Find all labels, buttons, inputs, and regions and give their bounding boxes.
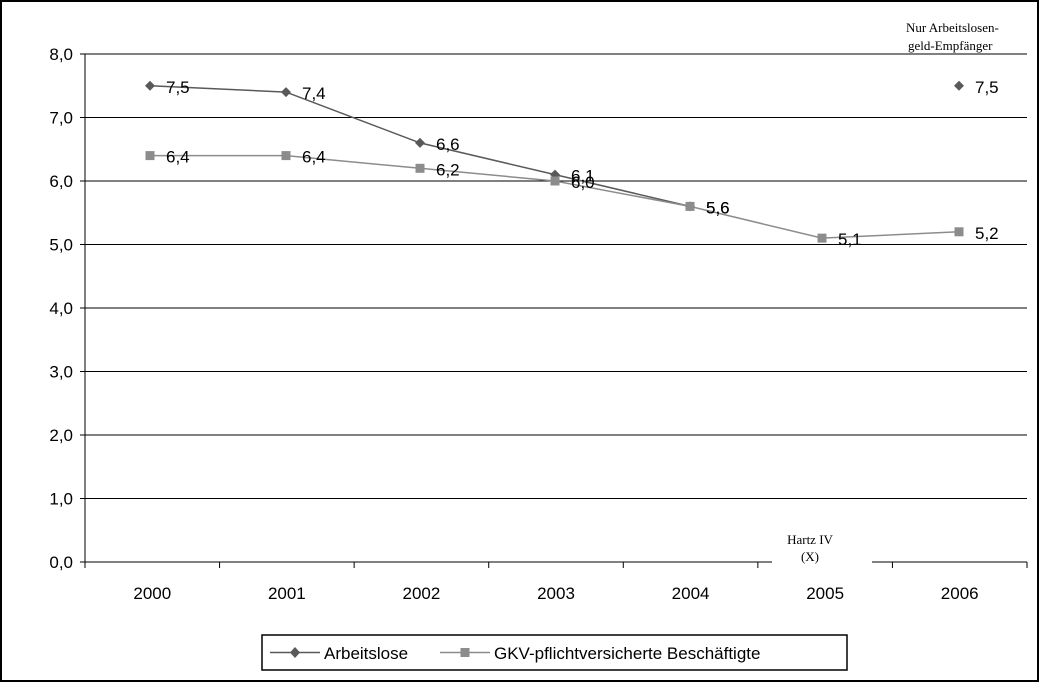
legend-label-arbeitslose: Arbeitslose (324, 644, 408, 663)
legend-marker-square (460, 648, 470, 657)
data-point-square (415, 163, 425, 173)
y-tick-label: 7,0 (49, 109, 73, 128)
x-tick-label: 2000 (133, 584, 171, 603)
data-point-diamond (954, 80, 964, 91)
x-tick-label: 2003 (537, 584, 575, 603)
y-tick-label: 8,0 (49, 45, 73, 64)
legend-item-arbeitslose: Arbeitslose (270, 644, 408, 663)
data-point-diamond (145, 80, 155, 91)
legend-label-gkv: GKV-pflichtversicherte Beschäftigte (494, 644, 760, 663)
legend-marker-diamond (290, 647, 300, 658)
x-tick-label: 2006 (941, 584, 979, 603)
top-right-note-line1: Nur Arbeitslosen- (906, 20, 999, 35)
y-tick-label: 5,0 (49, 236, 73, 255)
gridlines (85, 53, 1027, 499)
x-tick-label: 2001 (268, 584, 306, 603)
data-point-diamond (281, 87, 291, 98)
legend: Arbeitslose GKV-pflichtversicherte Besch… (261, 634, 848, 671)
x-tick-label: 2002 (403, 584, 441, 603)
data-point-square (817, 233, 827, 243)
data-label: 6,4 (302, 148, 326, 167)
data-label: 6,0 (571, 173, 595, 192)
y-tick-label: 4,0 (49, 299, 73, 318)
data-label: 7,5 (166, 78, 190, 97)
x-tick-label: 2004 (672, 584, 710, 603)
data-point-square (954, 227, 964, 237)
data-point-square (685, 201, 695, 211)
data-point-square (145, 151, 155, 161)
top-right-note-line2: geld-Empfänger (908, 38, 993, 53)
data-label: 5,2 (975, 224, 999, 243)
data-label: 5,6 (706, 198, 730, 217)
y-tick-label: 0,0 (49, 553, 73, 572)
data-label: 5,1 (838, 230, 862, 249)
data-label: 6,1 (571, 167, 595, 186)
data-point-diamond (415, 137, 425, 148)
series-layer (145, 80, 964, 243)
y-tick-label: 3,0 (49, 363, 73, 382)
series-line-1 (150, 154, 960, 239)
data-point-square (550, 176, 560, 186)
data-point-square (281, 151, 291, 161)
hartz-annotation-line1: Hartz IV (787, 532, 833, 547)
data-label: 6,6 (436, 135, 460, 154)
y-tick-label: 6,0 (49, 172, 73, 191)
hartz-mask (772, 522, 872, 582)
data-label: 7,4 (302, 84, 326, 103)
y-tick-label: 2,0 (49, 426, 73, 445)
data-label: 6,4 (166, 148, 190, 167)
y-tick-label: 1,0 (49, 490, 73, 509)
legend-box (261, 634, 848, 671)
data-label: 5,6 (706, 198, 730, 217)
legend-item-gkv: GKV-pflichtversicherte Beschäftigte (440, 644, 760, 663)
data-label: 6,2 (436, 160, 460, 179)
axes: 0,0 1,0 2,0 3,0 4,0 5,0 6,0 7,0 8,0 2000 2001 2002 2… (49, 45, 1028, 603)
x-tick-label: 2005 (806, 584, 844, 603)
annotations: Hartz IV (X) Nur Arbeitslosen- geld-Empf… (772, 20, 999, 582)
data-labels: 7,5 7,46,66,15,66,4 6,46,26,05,65,1 5,27,5 (166, 78, 999, 249)
hartz-annotation-line2: (X) (801, 549, 819, 564)
data-label: 7,5 (975, 78, 999, 97)
